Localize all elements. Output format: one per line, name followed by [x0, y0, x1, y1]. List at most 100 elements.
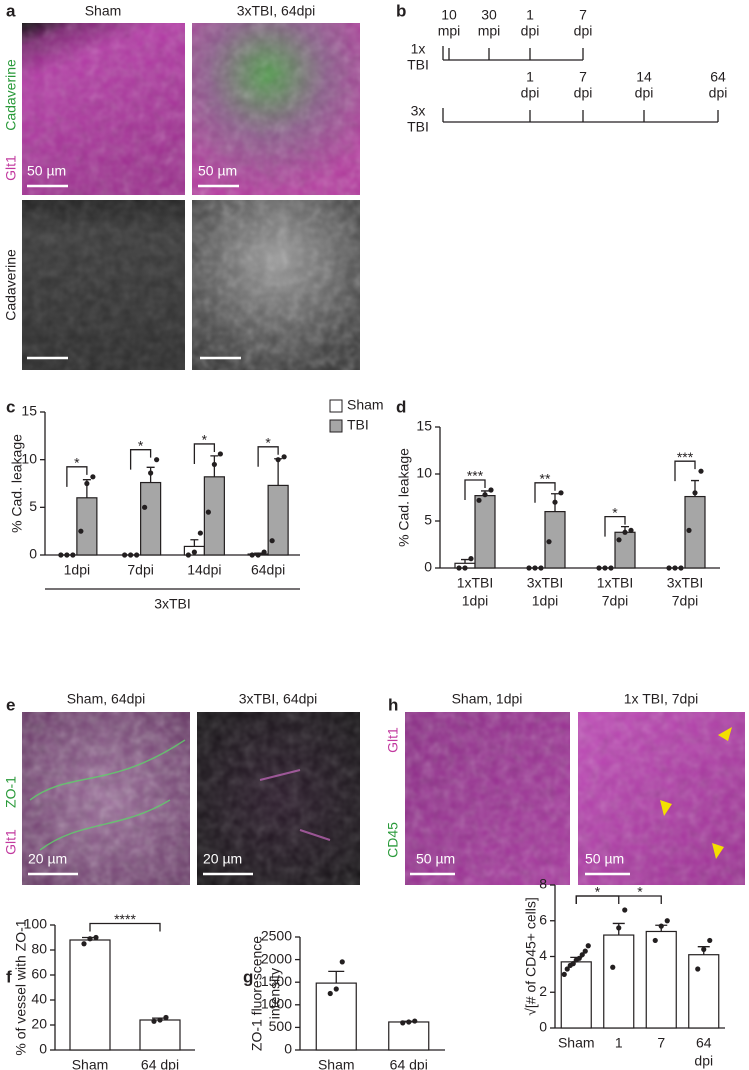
y-tick-label: 2 [539, 983, 547, 999]
timeline-tick-label: 64 [710, 69, 726, 85]
significance-label: ** [540, 471, 551, 487]
data-point [462, 565, 468, 571]
data-point [148, 470, 154, 476]
timeline-tick-label: dpi [574, 23, 593, 39]
panel-letter: c [6, 397, 15, 416]
y-tick-label: 0 [29, 546, 37, 562]
y-axis-label: % Cad. leakage [9, 434, 25, 533]
data-point [476, 497, 482, 503]
data-point [333, 986, 339, 992]
data-point [70, 552, 76, 558]
data-point [658, 923, 664, 929]
timeline-tick-label: 1 [526, 7, 534, 23]
data-point [628, 527, 634, 534]
data-point [526, 565, 532, 571]
scale-bar-label: 50 µm [585, 851, 624, 867]
x-tick-label: 1dpi [462, 593, 488, 609]
x-tick-label: 1xTBI [597, 575, 634, 591]
data-point [211, 461, 217, 468]
x-tick-label: 7dpi [672, 593, 698, 609]
y-tick-label: 60 [31, 966, 47, 982]
y-tick-label: 1000 [261, 996, 292, 1012]
y-tick-label: 15 [21, 403, 37, 419]
timeline-label: TBI [407, 57, 429, 73]
data-point [128, 552, 134, 558]
y-tick-label: 500 [269, 1018, 293, 1034]
data-point [154, 457, 160, 463]
timeline-tick-label: 30 [481, 7, 497, 23]
data-point [564, 966, 570, 972]
legend-label: Sham [347, 397, 384, 413]
x-tick-label: 7 [657, 1035, 665, 1051]
stain-label: Glt1 [3, 829, 19, 855]
significance-bracket [66, 466, 88, 487]
timeline-label: 3x [411, 103, 426, 119]
data-point [468, 556, 474, 562]
scale-bar-label: 50 µm [27, 163, 66, 179]
data-point [546, 539, 552, 545]
data-point [456, 565, 462, 571]
timeline-tick-label: 7 [579, 69, 587, 85]
data-point [664, 918, 670, 924]
data-point [261, 549, 267, 555]
bar [645, 930, 677, 1029]
significance-label: * [202, 432, 208, 448]
data-point [488, 487, 494, 493]
x-tick-label: 1dpi [64, 562, 90, 578]
data-point [400, 1020, 406, 1026]
bar [474, 495, 496, 569]
data-point [558, 490, 564, 496]
data-point [64, 552, 70, 558]
y-tick-label: 100 [24, 916, 48, 932]
data-point [538, 565, 544, 571]
y-tick-label: 0 [424, 559, 432, 575]
label: Sham, 1dpi [452, 691, 523, 707]
x-tick-label: 7dpi [602, 593, 628, 609]
significance-bracket [129, 449, 152, 470]
data-point [58, 552, 64, 558]
data-point [90, 474, 96, 480]
data-point [532, 565, 538, 571]
data-point [672, 565, 678, 571]
timeline-tick-label: 7 [579, 7, 587, 23]
data-point [552, 499, 558, 505]
x-tick-label: Sham [318, 1057, 355, 1070]
significance-label: * [138, 437, 144, 453]
data-point [576, 955, 582, 961]
timeline-tick-label: 1 [526, 69, 534, 85]
data-point [191, 549, 197, 555]
legend-swatch [329, 399, 343, 413]
y-tick-label: 2500 [261, 928, 292, 944]
panel-letter: f [6, 967, 12, 986]
y-tick-label: 40 [31, 991, 47, 1007]
data-point [610, 964, 616, 970]
bar [315, 982, 357, 1051]
data-point [482, 492, 488, 498]
data-point [327, 990, 333, 997]
significance-bracket [534, 482, 556, 503]
data-point [406, 1019, 412, 1025]
data-point [269, 538, 275, 544]
timeline-tick-label: mpi [438, 23, 461, 39]
data-point [157, 1017, 163, 1023]
scale-bar-label: 50 µm [198, 163, 237, 179]
x-tick-label: 64 dpi [141, 1057, 179, 1070]
data-point [622, 529, 628, 535]
data-point [570, 961, 576, 967]
legend-swatch [329, 419, 343, 433]
significance-label: * [637, 884, 643, 900]
significance-label: * [595, 884, 601, 900]
x-tick-label: 1dpi [532, 593, 558, 609]
y-tick-label: 15 [416, 418, 432, 434]
label: Sham [85, 3, 122, 19]
y-axis-label: % Cad. leakage [396, 448, 412, 547]
bar [688, 954, 720, 1029]
data-point [217, 451, 223, 457]
significance-bracket [193, 443, 216, 464]
x-tick-label: 1 [615, 1035, 623, 1051]
group-label: 3xTBI [154, 596, 191, 612]
bar [603, 934, 635, 1029]
data-point [142, 504, 148, 510]
data-point [205, 509, 211, 515]
timeline-tick-label: dpi [574, 85, 593, 101]
